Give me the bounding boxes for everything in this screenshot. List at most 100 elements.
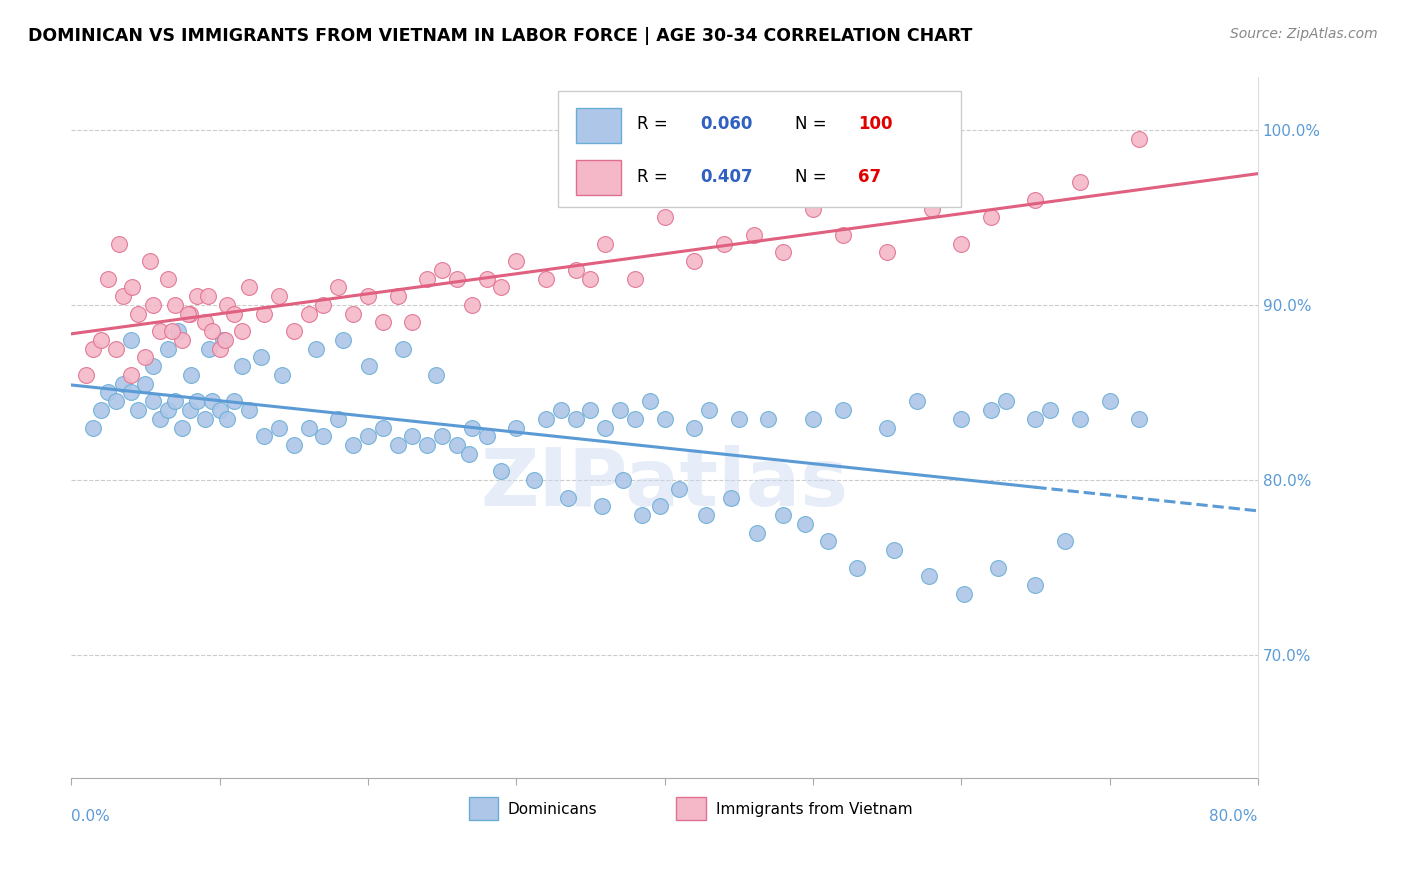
Point bbox=[579, 271, 602, 285]
Point bbox=[876, 420, 898, 434]
Point bbox=[1024, 193, 1046, 207]
Point bbox=[430, 429, 453, 443]
Point bbox=[392, 342, 415, 356]
Point bbox=[194, 411, 217, 425]
Text: R =: R = bbox=[637, 115, 673, 133]
Point bbox=[75, 368, 97, 382]
Text: 100: 100 bbox=[858, 115, 893, 133]
Point bbox=[215, 411, 238, 425]
Point bbox=[142, 394, 165, 409]
Point bbox=[1098, 394, 1121, 409]
Point bbox=[817, 534, 839, 549]
Bar bbox=[575, 160, 620, 195]
Point bbox=[179, 403, 201, 417]
Point bbox=[794, 516, 817, 531]
Point bbox=[149, 324, 172, 338]
Point bbox=[609, 403, 631, 417]
Point bbox=[917, 569, 939, 583]
Point bbox=[208, 342, 231, 356]
Point bbox=[82, 342, 104, 356]
Point bbox=[1069, 411, 1091, 425]
Point bbox=[201, 394, 224, 409]
Point bbox=[579, 403, 602, 417]
Point bbox=[638, 394, 661, 409]
Point bbox=[357, 289, 380, 303]
Point bbox=[328, 280, 350, 294]
Point bbox=[371, 316, 394, 330]
Text: Immigrants from Vietnam: Immigrants from Vietnam bbox=[716, 802, 912, 816]
Point bbox=[683, 420, 706, 434]
Point bbox=[756, 411, 779, 425]
Point bbox=[953, 587, 976, 601]
Point bbox=[186, 289, 208, 303]
Point bbox=[457, 447, 479, 461]
Point bbox=[987, 560, 1010, 574]
Point bbox=[97, 385, 120, 400]
Text: DOMINICAN VS IMMIGRANTS FROM VIETNAM IN LABOR FORCE | AGE 30-34 CORRELATION CHAR: DOMINICAN VS IMMIGRANTS FROM VIETNAM IN … bbox=[28, 27, 973, 45]
Point bbox=[149, 411, 172, 425]
Point bbox=[180, 368, 202, 382]
Point bbox=[104, 342, 127, 356]
Text: 0.407: 0.407 bbox=[700, 168, 752, 186]
Bar bbox=[468, 797, 498, 820]
Point bbox=[238, 403, 260, 417]
Point bbox=[201, 324, 224, 338]
Point bbox=[120, 368, 142, 382]
Point bbox=[332, 333, 354, 347]
Text: Dominicans: Dominicans bbox=[508, 802, 598, 816]
Point bbox=[112, 289, 135, 303]
Text: ZIPatlas: ZIPatlas bbox=[481, 444, 849, 523]
Point bbox=[564, 263, 586, 277]
Point bbox=[267, 289, 290, 303]
Point bbox=[357, 429, 380, 443]
Point bbox=[231, 359, 253, 374]
Point bbox=[593, 236, 616, 251]
Point bbox=[165, 298, 187, 312]
Point bbox=[534, 271, 557, 285]
Point bbox=[172, 420, 194, 434]
Point bbox=[401, 429, 423, 443]
Point bbox=[224, 394, 246, 409]
Point bbox=[371, 420, 394, 434]
Point bbox=[742, 227, 765, 242]
Point bbox=[727, 411, 749, 425]
Point bbox=[283, 438, 305, 452]
Point bbox=[359, 359, 381, 374]
Point bbox=[1128, 131, 1150, 145]
Point bbox=[112, 376, 135, 391]
Point bbox=[328, 411, 350, 425]
Point bbox=[624, 411, 647, 425]
Point bbox=[107, 236, 129, 251]
Point bbox=[593, 420, 616, 434]
Point bbox=[1053, 534, 1076, 549]
Point bbox=[416, 438, 439, 452]
Point bbox=[950, 236, 973, 251]
Point bbox=[387, 438, 409, 452]
Point bbox=[905, 394, 928, 409]
Point bbox=[425, 368, 447, 382]
Point bbox=[127, 307, 149, 321]
Point bbox=[1039, 403, 1062, 417]
Text: 80.0%: 80.0% bbox=[1209, 809, 1258, 824]
Point bbox=[772, 245, 794, 260]
Point bbox=[772, 508, 794, 522]
Point bbox=[305, 342, 328, 356]
Point bbox=[505, 420, 527, 434]
Point bbox=[624, 271, 647, 285]
Point bbox=[745, 525, 768, 540]
FancyBboxPatch shape bbox=[558, 92, 962, 207]
Point bbox=[430, 263, 453, 277]
Point bbox=[121, 280, 143, 294]
Point bbox=[461, 420, 484, 434]
Point bbox=[139, 254, 162, 268]
Point bbox=[654, 211, 676, 225]
Point bbox=[156, 342, 179, 356]
Point bbox=[82, 420, 104, 434]
Point bbox=[683, 254, 706, 268]
Point bbox=[253, 307, 276, 321]
Point bbox=[612, 473, 634, 487]
Point bbox=[211, 333, 233, 347]
Point bbox=[120, 333, 142, 347]
Point bbox=[446, 271, 468, 285]
Text: R =: R = bbox=[637, 168, 673, 186]
